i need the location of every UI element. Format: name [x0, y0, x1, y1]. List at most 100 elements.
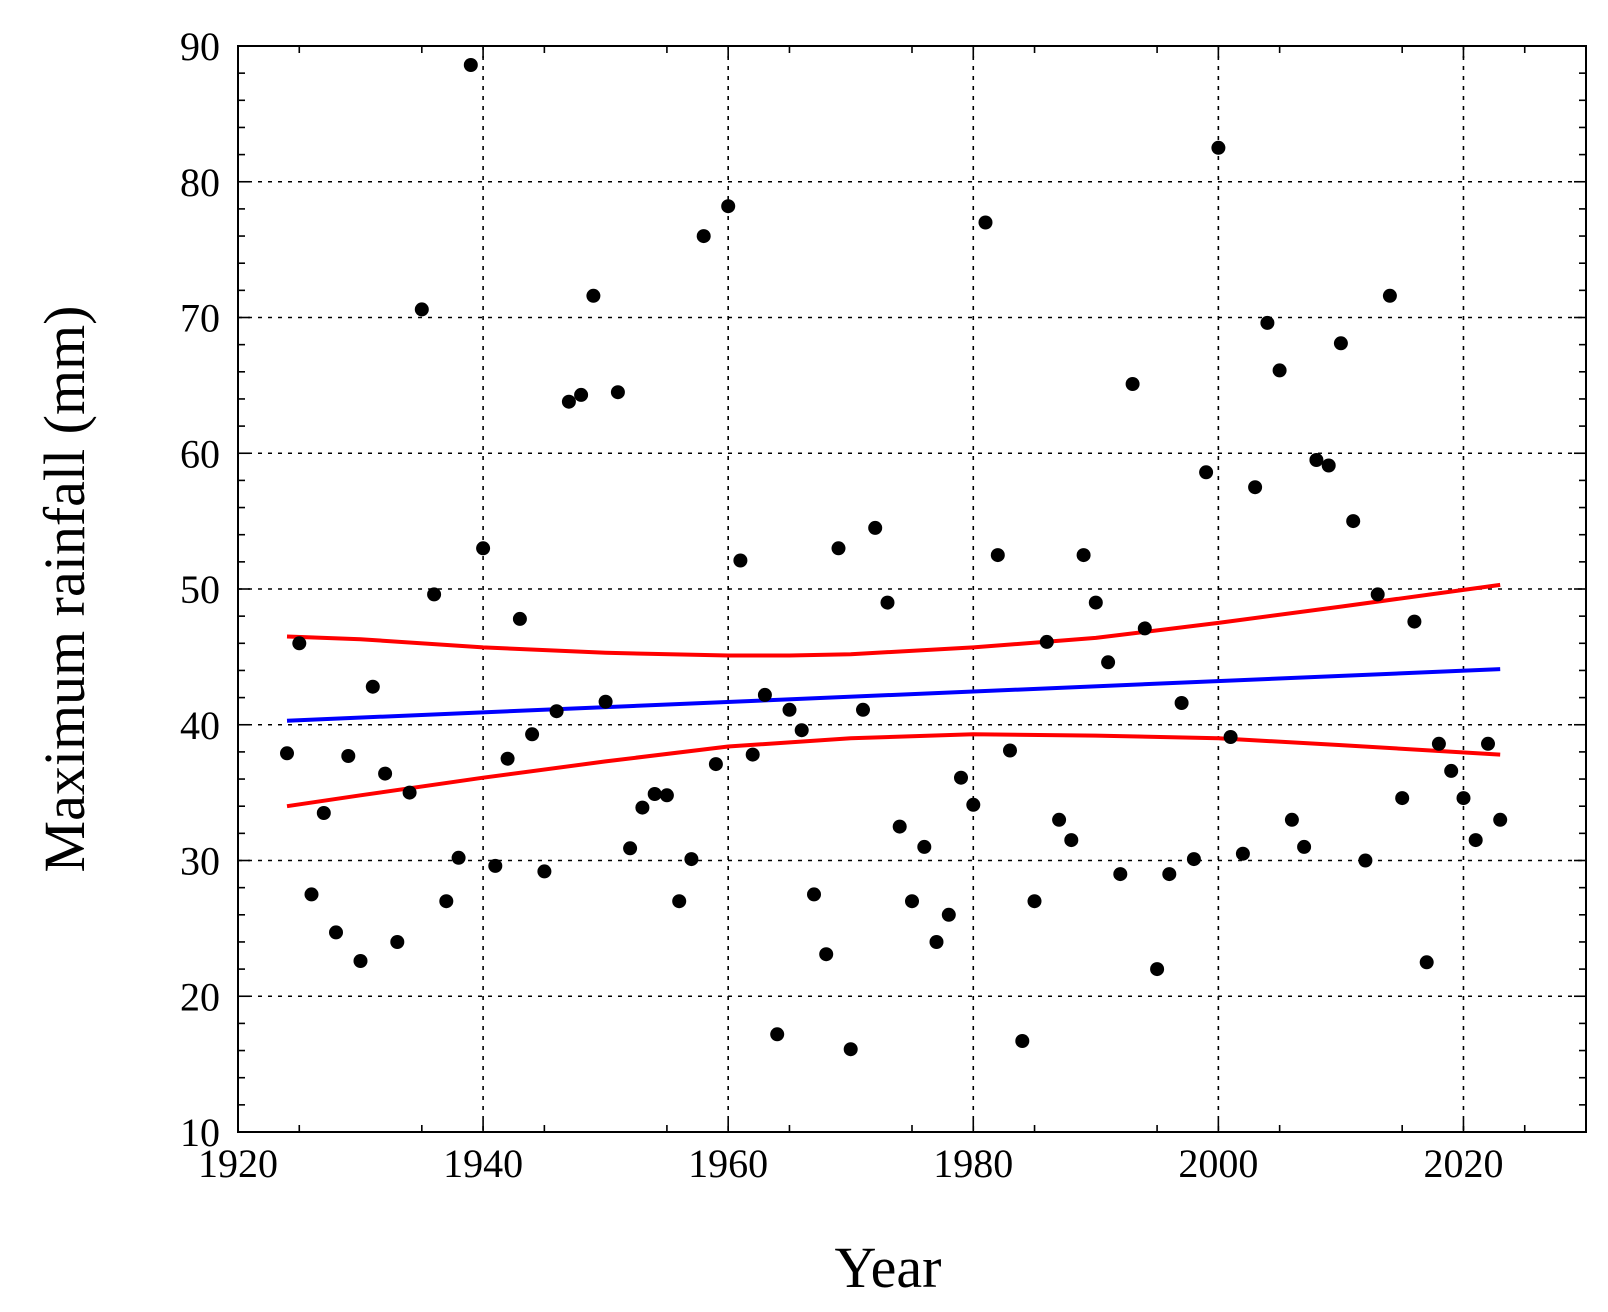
y-tick-label: 90: [180, 24, 220, 69]
data-point: [1174, 696, 1189, 710]
data-point: [439, 894, 454, 909]
data-point: [463, 58, 478, 72]
data-point: [1150, 962, 1165, 977]
data-point: [512, 611, 527, 626]
data-point: [1027, 894, 1042, 909]
data-point: [1370, 587, 1385, 602]
data-point: [329, 925, 343, 940]
fit-lines: [286, 582, 1501, 809]
data-point: [1125, 377, 1140, 391]
data-point: [892, 819, 907, 834]
y-tick-label: 50: [180, 567, 220, 612]
data-point: [537, 864, 552, 879]
data-point: [316, 806, 331, 820]
data-point: [1321, 458, 1336, 473]
data-point: [647, 787, 662, 801]
data-point: [427, 587, 442, 602]
data-point: [304, 887, 319, 902]
data-point: [500, 751, 515, 766]
data-point: [1211, 140, 1226, 155]
data-point: [1407, 614, 1422, 629]
data-point: [1003, 743, 1017, 758]
x-tick-labels: 1920 1940 1960 1980 2000 2020: [198, 1141, 1503, 1186]
data-point: [733, 553, 748, 568]
data-point: [807, 887, 821, 902]
y-tick-labels: 10 20 30 40 50 60 70 80 90: [180, 24, 220, 1155]
data-point: [1346, 514, 1361, 529]
y-tick-label: 20: [180, 974, 220, 1019]
data-point: [1395, 791, 1410, 806]
data-point: [610, 385, 625, 400]
y-tick-label: 70: [180, 296, 220, 341]
confidence-bound-line: [286, 582, 1501, 658]
x-tick-label: 1960: [688, 1141, 768, 1186]
y-axis-title: Maximum rainfall (mm): [32, 306, 97, 873]
data-point: [598, 694, 613, 709]
data-points: [280, 58, 1508, 1057]
data-point: [1162, 867, 1177, 882]
data-point: [1101, 655, 1116, 670]
data-point: [574, 387, 589, 402]
data-point: [1444, 763, 1459, 778]
data-point: [1297, 839, 1312, 854]
regression-line: [286, 667, 1501, 723]
data-point: [1015, 1034, 1030, 1048]
data-point: [1272, 363, 1287, 378]
data-point: [635, 800, 650, 815]
axis-ticks: [237, 45, 1586, 1133]
x-axis-title: Year: [835, 1235, 942, 1300]
x-tick-label: 2020: [1423, 1141, 1503, 1186]
data-point: [1223, 730, 1238, 744]
data-point: [917, 839, 932, 854]
data-point: [1493, 812, 1508, 827]
data-point: [990, 548, 1005, 563]
data-point: [1088, 595, 1103, 610]
data-point: [378, 766, 393, 781]
data-point: [1076, 548, 1091, 563]
y-tick-label: 60: [180, 431, 220, 476]
data-point: [966, 797, 981, 812]
data-point: [905, 894, 919, 909]
x-tick-label: 1920: [198, 1141, 278, 1186]
data-point: [880, 595, 895, 610]
data-point: [549, 704, 564, 719]
data-point: [1064, 833, 1079, 848]
data-point: [1199, 465, 1214, 480]
data-point: [708, 757, 723, 772]
data-point: [745, 747, 760, 762]
data-point: [414, 302, 429, 317]
data-point: [770, 1027, 785, 1042]
data-point: [1419, 955, 1434, 970]
data-point: [1333, 336, 1348, 351]
data-point: [1468, 833, 1483, 848]
y-tick-label: 10: [180, 1110, 220, 1155]
data-point: [929, 935, 944, 949]
data-point: [856, 702, 870, 717]
x-tick-label: 1940: [443, 1141, 523, 1186]
data-point: [280, 746, 294, 761]
grid-lines: [238, 46, 1586, 1132]
x-tick-label: 1980: [933, 1141, 1013, 1186]
data-point: [1248, 480, 1263, 495]
data-point: [1186, 852, 1201, 867]
y-tick-label: 40: [180, 703, 220, 748]
data-point: [1137, 621, 1152, 636]
data-point: [586, 288, 601, 303]
data-point: [623, 841, 638, 856]
x-tick-label: 2000: [1178, 1141, 1258, 1186]
data-point: [1039, 634, 1054, 649]
data-point: [843, 1042, 858, 1057]
data-point: [1284, 812, 1299, 827]
data-point: [721, 199, 736, 214]
data-point: [1309, 453, 1324, 467]
y-tick-label: 80: [180, 160, 220, 205]
data-point: [1456, 791, 1471, 806]
data-point: [1113, 867, 1128, 882]
data-point: [819, 947, 834, 962]
data-point: [1431, 736, 1446, 751]
data-point: [1235, 846, 1250, 861]
data-point: [794, 723, 809, 738]
data-point: [868, 520, 883, 535]
data-point: [672, 894, 687, 909]
